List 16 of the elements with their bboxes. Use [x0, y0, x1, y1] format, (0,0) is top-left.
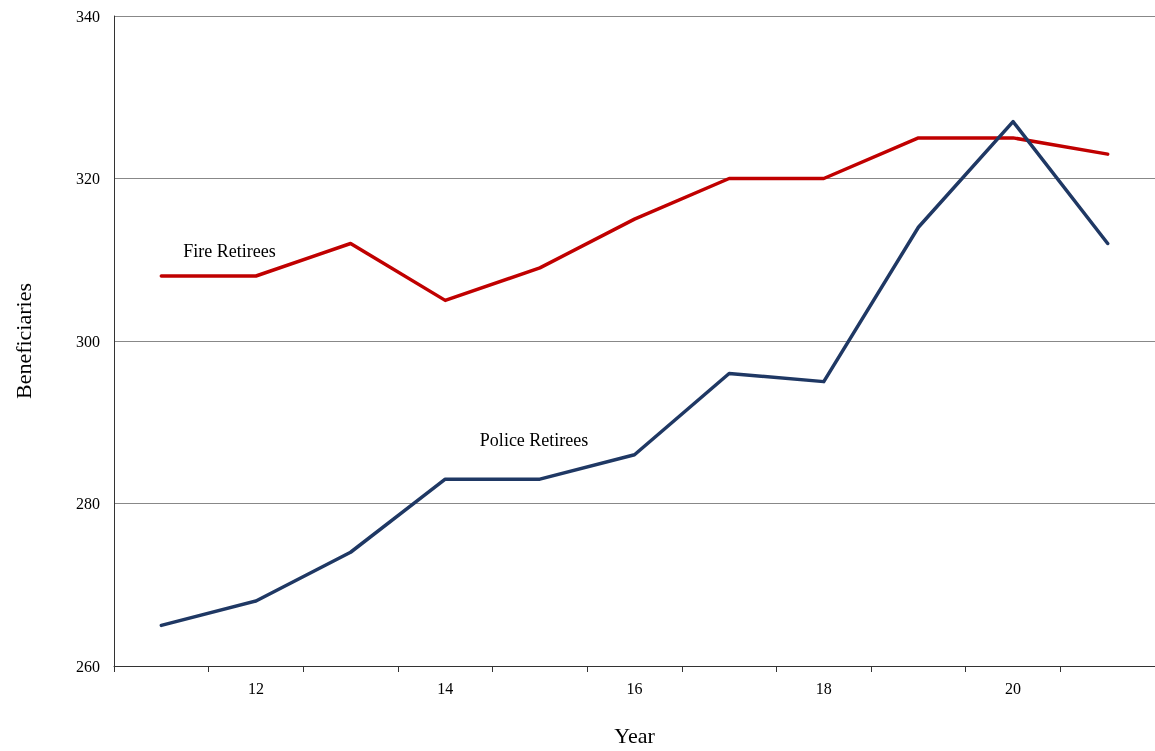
y-tick-label: 300	[76, 332, 100, 350]
y-axis-title: Beneficiaries	[10, 282, 36, 400]
x-tick-label: 12	[247, 679, 264, 697]
line-series	[159, 119, 1110, 628]
x-axis-title: Year	[614, 722, 656, 748]
y-tick-label: 260	[76, 657, 100, 675]
y-tick-label: 340	[76, 7, 100, 25]
x-tick-label: 20	[1005, 679, 1022, 697]
x-tick-label: 18	[815, 679, 832, 697]
y-tick-label: 280	[76, 495, 100, 512]
x-tick-label: 14	[437, 679, 454, 697]
series-label: Police Retirees	[479, 430, 589, 451]
line-series	[159, 136, 1110, 303]
y-tick-label: 320	[76, 170, 100, 187]
x-tick-label: 16	[626, 679, 643, 697]
series-label: Fire Retirees	[183, 241, 276, 261]
